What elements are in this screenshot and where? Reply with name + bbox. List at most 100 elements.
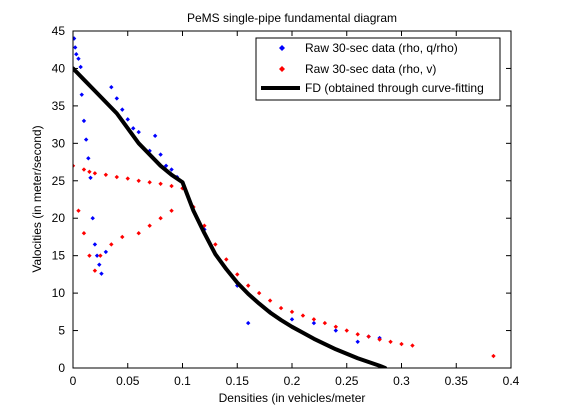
- scatter-point-v: [87, 169, 92, 174]
- legend-marker-blue: [279, 45, 285, 51]
- scatter-point-v: [333, 324, 338, 330]
- scatter-point-v: [388, 339, 393, 344]
- x-tick-label: 0.1: [174, 374, 191, 388]
- x-axis: 0 0.05 0.1 0.15 0.2 0.25 0.3 0.35 0.4: [70, 31, 520, 388]
- scatter-point-q-over-rho: [120, 107, 125, 112]
- scatter-point-v: [92, 171, 98, 176]
- scatter-point-v: [300, 313, 306, 318]
- y-axis: 0 5 10 15 20 25 30 35 40 45: [52, 24, 511, 375]
- scatter-point-v: [180, 186, 185, 191]
- scatter-point-q-over-rho: [158, 152, 163, 157]
- scatter-point-v: [224, 257, 229, 262]
- x-tick-label: 0.3: [393, 374, 410, 388]
- scatter-point-v: [92, 268, 98, 273]
- x-tick-label: 0.15: [226, 374, 250, 388]
- fd-curve: [73, 66, 388, 368]
- y-tick-label: 25: [52, 174, 66, 188]
- scatter-point-q-over-rho: [125, 117, 130, 122]
- legend-marker-red: [279, 66, 285, 72]
- scatter-point-v: [87, 253, 92, 258]
- scatter-point-v: [98, 253, 103, 258]
- scatter-point-v: [366, 334, 371, 339]
- scatter-point-q-over-rho: [109, 84, 114, 90]
- scatter-point-v: [81, 231, 87, 236]
- scatter-point-v: [491, 353, 496, 359]
- scatter-point-q-over-rho: [78, 64, 83, 70]
- scatter-point-v: [235, 272, 240, 277]
- scatter-point-v: [76, 208, 81, 213]
- scatter-point-v: [125, 176, 130, 181]
- scatter-point-q-over-rho: [114, 96, 119, 101]
- legend-label-raw-q-over-rho: Raw 30-sec data (rho, q/rho): [305, 41, 458, 55]
- scatter-point-v: [158, 181, 163, 186]
- scatter-point-v: [267, 298, 273, 303]
- scatter-point-q-over-rho: [88, 175, 93, 180]
- scatter-point-v: [169, 183, 174, 189]
- x-tick-label: 0.4: [503, 374, 520, 388]
- x-tick-label: 0.35: [445, 374, 469, 388]
- scatter-point-v: [344, 328, 349, 333]
- scatter-point-v: [322, 320, 328, 326]
- plot-layer: [73, 36, 496, 368]
- scatter-point-q-over-rho: [86, 156, 91, 161]
- scatter-point-q-over-rho: [79, 92, 84, 97]
- scatter-point-v: [73, 163, 76, 168]
- scatter-point-v: [136, 231, 141, 236]
- legend-box: [255, 37, 501, 101]
- scatter-point-v: [114, 174, 119, 180]
- scatter-point-q-over-rho: [83, 137, 89, 142]
- scatter-point-v: [158, 216, 163, 221]
- scatter-point-v: [410, 343, 415, 348]
- scatter-point-v: [120, 234, 125, 240]
- series-v: [73, 163, 496, 359]
- scatter-point-q-over-rho: [131, 126, 136, 131]
- y-axis-label: Valocities (in meter/second): [30, 125, 44, 272]
- scatter-point-q-over-rho: [94, 253, 100, 258]
- scatter-point-v: [289, 309, 295, 315]
- scatter-point-q-over-rho: [73, 36, 77, 41]
- scatter-point-v: [377, 337, 382, 342]
- scatter-point-v: [355, 332, 360, 337]
- scatter-point-v: [213, 242, 218, 247]
- scatter-point-q-over-rho: [169, 167, 174, 172]
- y-tick-label: 5: [58, 324, 65, 338]
- scatter-point-v: [147, 180, 152, 185]
- scatter-point-q-over-rho: [136, 129, 141, 135]
- y-tick-label: 10: [52, 286, 66, 300]
- y-tick-label: 20: [52, 211, 66, 225]
- legend-label-fd: FD (obtained through curve-fitting: [305, 81, 484, 95]
- legend: Raw 30-sec data (rho, q/rho) Raw 30-sec …: [255, 37, 501, 101]
- scatter-point-v: [256, 290, 262, 296]
- scatter-point-q-over-rho: [92, 242, 98, 247]
- y-tick-label: 35: [52, 99, 66, 113]
- scatter-point-q-over-rho: [152, 133, 158, 139]
- scatter-point-q-over-rho: [355, 339, 360, 344]
- x-tick-label: 0.05: [116, 374, 140, 388]
- scatter-point-v: [169, 208, 174, 213]
- scatter-point-q-over-rho: [246, 320, 251, 326]
- y-tick-label: 45: [52, 24, 66, 38]
- scatter-point-q-over-rho: [74, 52, 79, 57]
- scatter-point-q-over-rho: [73, 45, 78, 50]
- scatter-point-v: [109, 242, 114, 247]
- y-tick-label: 15: [52, 249, 66, 263]
- x-tick-label: 0: [70, 374, 77, 388]
- scatter-point-q-over-rho: [90, 216, 95, 221]
- scatter-point-q-over-rho: [311, 320, 317, 326]
- y-tick-label: 40: [52, 61, 66, 75]
- scatter-point-q-over-rho: [97, 262, 102, 267]
- scatter-point-q-over-rho: [333, 328, 338, 333]
- scatter-point-v: [103, 172, 109, 177]
- scatter-point-q-over-rho: [289, 317, 295, 322]
- legend-label-raw-v: Raw 30-sec data (rho, v): [305, 62, 436, 76]
- chart-title: PeMS single-pipe fundamental diagram: [187, 11, 397, 25]
- x-tick-label: 0.25: [335, 374, 359, 388]
- scatter-point-v: [136, 178, 141, 183]
- scatter-point-v: [81, 167, 87, 172]
- x-tick-label: 0.2: [284, 374, 301, 388]
- scatter-point-q-over-rho: [81, 118, 87, 124]
- scatter-point-v: [278, 305, 284, 311]
- y-tick-label: 0: [58, 361, 65, 375]
